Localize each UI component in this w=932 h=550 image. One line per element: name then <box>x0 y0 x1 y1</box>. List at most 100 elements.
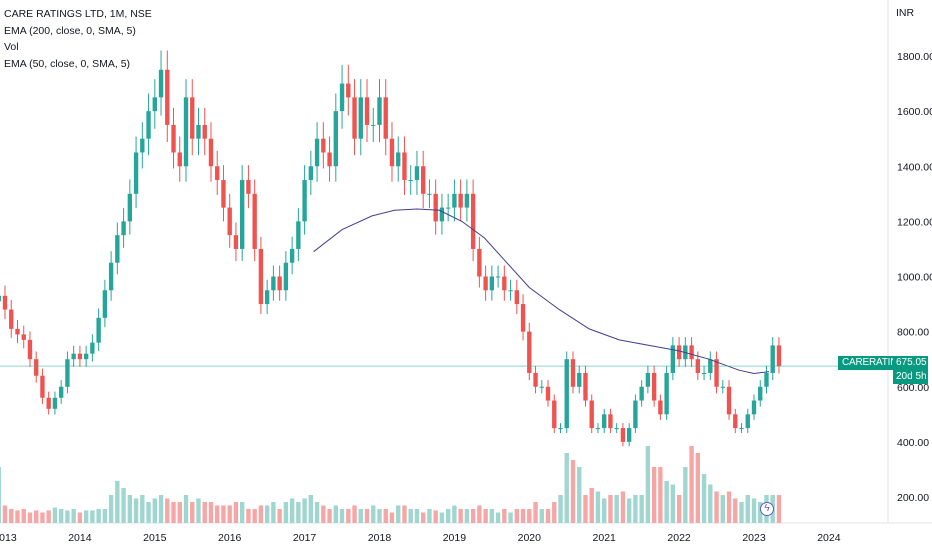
candle-body <box>308 166 314 181</box>
y-tick-label: 1800.00 <box>897 51 932 63</box>
volume-bar <box>196 498 201 523</box>
candle-body <box>183 97 189 167</box>
price-badge: 675.05 20d 5h <box>893 356 928 384</box>
volume-bar <box>202 502 207 523</box>
volume-bar <box>577 467 582 523</box>
volume-bar <box>464 509 470 523</box>
volume-bar <box>508 512 513 523</box>
bar-countdown: 20d 5h <box>896 371 927 382</box>
x-tick-label: 2017 <box>293 532 317 544</box>
candle-body <box>314 138 320 167</box>
candle-body <box>620 428 626 442</box>
x-tick-label: 2015 <box>143 532 167 544</box>
candle-body <box>614 428 619 430</box>
candle-body <box>726 386 732 415</box>
volume-bar <box>46 510 51 523</box>
candle-body <box>102 290 108 318</box>
candle-body <box>333 111 338 167</box>
candle-body <box>745 414 750 429</box>
price-axis[interactable]: 200.00 400.00 600.00 800.00 1000.00 1200.00 14… <box>897 51 932 504</box>
volume-bar <box>246 509 251 523</box>
volume-bar <box>208 502 214 523</box>
candle-body <box>9 309 14 329</box>
candle-body <box>339 83 345 112</box>
candle-body <box>527 331 532 373</box>
candle-body <box>720 386 725 388</box>
volume-bar <box>408 509 413 523</box>
volume-bar <box>402 505 407 523</box>
candle-body <box>371 124 376 126</box>
x-tick-label: 2016 <box>218 532 242 544</box>
candle-body <box>296 221 301 249</box>
volume-bar <box>383 509 388 523</box>
volume-bar <box>127 495 133 523</box>
volume-bar <box>495 512 501 523</box>
volume-bar <box>146 502 151 523</box>
volume-bar <box>745 495 750 523</box>
volume-bar <box>277 509 282 523</box>
volume-bar <box>227 505 232 523</box>
candle-body <box>115 235 120 263</box>
candle-body <box>71 353 76 360</box>
candle-body <box>402 152 407 181</box>
candle-body <box>277 276 282 291</box>
volume-bar <box>633 495 638 523</box>
candle-body <box>190 97 195 139</box>
legend-symbol[interactable]: CARE RATINGS LTD, 1M, NSE <box>4 8 152 20</box>
candle-body <box>202 124 207 139</box>
candle-body <box>676 345 682 360</box>
candle-body <box>21 334 26 340</box>
x-tick-label: 2023 <box>742 532 766 544</box>
volume-bar <box>352 505 357 523</box>
candle-body <box>470 193 476 249</box>
candle-body <box>0 295 1 302</box>
volume-bar <box>552 502 557 523</box>
legend-vol[interactable]: Vol <box>4 41 19 53</box>
candle-body <box>714 359 719 387</box>
candle-body <box>739 428 744 430</box>
candle-body <box>121 221 126 236</box>
volume-bar <box>346 509 351 523</box>
volume-bar <box>215 505 220 523</box>
candle-body <box>346 83 351 98</box>
legend-ema200[interactable]: EMA (200, close, 0, SMA, 5) <box>4 24 136 37</box>
candle-body <box>264 290 270 305</box>
volume-bar <box>40 512 45 523</box>
time-axis[interactable]: 2013 2014 2015 2016 2017 2018 2019 2020 2021 2022… <box>0 532 841 544</box>
candle-body <box>602 414 607 429</box>
volume-bar <box>9 509 14 523</box>
volume-bar <box>358 509 363 523</box>
volume-bar <box>639 495 644 523</box>
volume-bar <box>589 488 594 523</box>
volume-bar <box>658 467 663 523</box>
candle-body <box>208 138 214 167</box>
candle-body <box>352 97 357 139</box>
candle-body <box>221 180 226 208</box>
volume-bar <box>34 510 39 523</box>
volume-bar <box>739 502 744 523</box>
candle-body <box>608 414 613 429</box>
volume-bar <box>558 495 563 523</box>
candle-body <box>645 372 651 387</box>
volume-bar <box>183 495 189 523</box>
volume-bar <box>433 510 438 523</box>
candle-body <box>246 180 251 194</box>
volume-bar <box>115 481 120 523</box>
legend-ema50[interactable]: EMA (50, close, 0, SMA, 5) <box>4 57 131 70</box>
volume-bar <box>2 505 8 523</box>
volume-bar <box>458 509 463 523</box>
candle-body <box>133 152 139 194</box>
volume-bar <box>377 509 382 523</box>
flash-icon[interactable]: ϟ <box>760 502 774 516</box>
volume-bar <box>327 509 332 523</box>
candle-body <box>152 97 157 112</box>
x-tick-label: 2014 <box>68 532 92 544</box>
volume-bar <box>414 509 420 523</box>
volume-bar <box>221 505 226 523</box>
x-tick-label: 2018 <box>368 532 392 544</box>
chart-legend: CARE RATINGS LTD, 1M, NSE EMA (200, clos… <box>4 6 152 72</box>
volume-bar <box>133 498 139 523</box>
candle-body <box>564 359 569 429</box>
candle-body <box>108 262 114 291</box>
